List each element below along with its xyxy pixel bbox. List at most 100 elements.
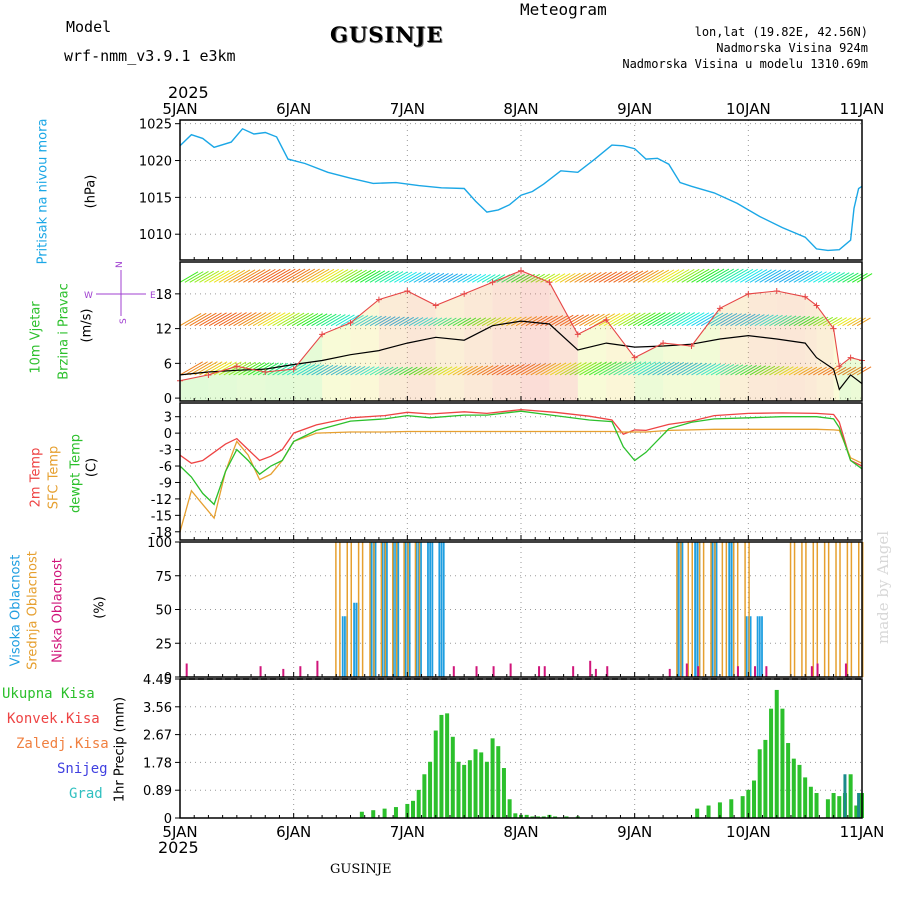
cloud-bar-low [754, 666, 757, 677]
wind-barb [710, 363, 730, 376]
compass-e: E [150, 291, 156, 301]
wind-barb [739, 313, 761, 327]
wind-barb [364, 270, 386, 283]
wind-barb [803, 366, 818, 376]
wind-barb [179, 271, 199, 283]
cloud-bar-low [316, 660, 319, 677]
wind-barb [442, 366, 458, 376]
wind-barb [647, 269, 670, 283]
wind-barb [184, 361, 208, 376]
wind-barb [238, 312, 262, 327]
wind-barb [608, 312, 631, 327]
y-tick-label: 1020 [139, 155, 172, 170]
wind-barb [564, 314, 584, 327]
wind-barb [301, 313, 323, 327]
wind-barb [564, 361, 587, 376]
wind-barb [418, 366, 433, 376]
wind-barb [535, 273, 551, 283]
wind-barb [501, 274, 516, 283]
wind-barb [340, 269, 363, 283]
wind-barb [428, 366, 443, 376]
wind-barb [764, 314, 783, 327]
cloud-bar-high [370, 542, 373, 677]
y-tick-label: 75 [155, 570, 172, 585]
wind-barb [593, 271, 612, 283]
wind-barb [359, 270, 381, 283]
wind-barb [813, 366, 827, 376]
wind-gust-marker [205, 371, 212, 378]
wind-barb [574, 272, 592, 283]
wind-barb [564, 272, 581, 283]
wind-barb [632, 312, 656, 327]
y-tick-label: 2.67 [143, 729, 172, 744]
cloud-bar-mid [858, 542, 860, 677]
wind-barb [208, 312, 232, 327]
wind-barb [852, 273, 868, 283]
cloud-bar-high [397, 542, 400, 677]
wind-gust-marker [813, 302, 820, 309]
precip-bar [467, 760, 472, 818]
wind-barb [423, 272, 440, 283]
precip-bar [428, 761, 433, 818]
wind-barb [403, 271, 422, 283]
wind-barb [286, 312, 310, 327]
wind-barb [291, 268, 316, 283]
wind-barb [413, 366, 428, 376]
wind-barb [296, 268, 320, 283]
cloud-bar-high [374, 542, 377, 677]
cloud-bar-high [438, 542, 441, 677]
wind-barb [735, 364, 753, 376]
x-tick-label-top: 10JAN [726, 100, 771, 118]
wind-gust-marker [347, 319, 354, 326]
y-tick-label: 0 [164, 671, 172, 686]
wind-barb [345, 365, 361, 376]
wind-barb [345, 269, 367, 283]
wind-barb [822, 316, 838, 327]
wind-barb [813, 271, 832, 283]
wind-gust-marker [830, 325, 837, 332]
wind-barb [447, 366, 463, 376]
cloud-bar-high [404, 542, 407, 677]
y-tick-label: 12 [155, 323, 172, 338]
wind-barb [798, 316, 815, 327]
cloud-bar-mid [384, 542, 387, 677]
wind-barb [662, 312, 686, 327]
wind-shade [435, 293, 465, 401]
y-tick-label: 4.45 [143, 673, 172, 688]
wind-barb [696, 268, 720, 283]
wind-gust-marker [518, 267, 524, 274]
wind-barb [730, 268, 754, 283]
wind-barb [462, 317, 477, 327]
cloud-bar-mid [691, 542, 693, 677]
x-tick-label-top: 6JAN [276, 100, 311, 118]
wind-barb [389, 316, 405, 327]
location-title: GUSINJE [330, 22, 444, 47]
wind-gust-marker [489, 279, 496, 286]
wind-barb [808, 316, 824, 327]
wind-barb [749, 314, 770, 327]
cloud-bar-low [668, 668, 671, 677]
wind-barb [554, 273, 571, 283]
x-tick-label-top: 8JAN [503, 100, 538, 118]
cloud-bar-high [758, 616, 761, 677]
wind-barb [842, 272, 859, 283]
wind-barb [662, 362, 685, 376]
wind-barb [817, 271, 836, 283]
wind-barb [364, 366, 380, 376]
precip-bar [564, 816, 569, 818]
precip-bar [479, 752, 484, 818]
wind-barb [208, 270, 230, 283]
wind-shade [663, 343, 692, 401]
precip-bar [473, 749, 478, 818]
compass-n: N [115, 261, 125, 268]
wind-barb [233, 361, 256, 376]
wind-barb [384, 316, 401, 327]
wind-barb [213, 361, 237, 376]
wind-barb [652, 312, 676, 327]
wind-barb [330, 314, 351, 327]
wind-barb [398, 366, 413, 376]
precip-bar [416, 789, 421, 818]
wind-barb [291, 363, 311, 376]
cloud-bar-mid [850, 542, 853, 677]
cloud-bar-mid [418, 542, 421, 677]
